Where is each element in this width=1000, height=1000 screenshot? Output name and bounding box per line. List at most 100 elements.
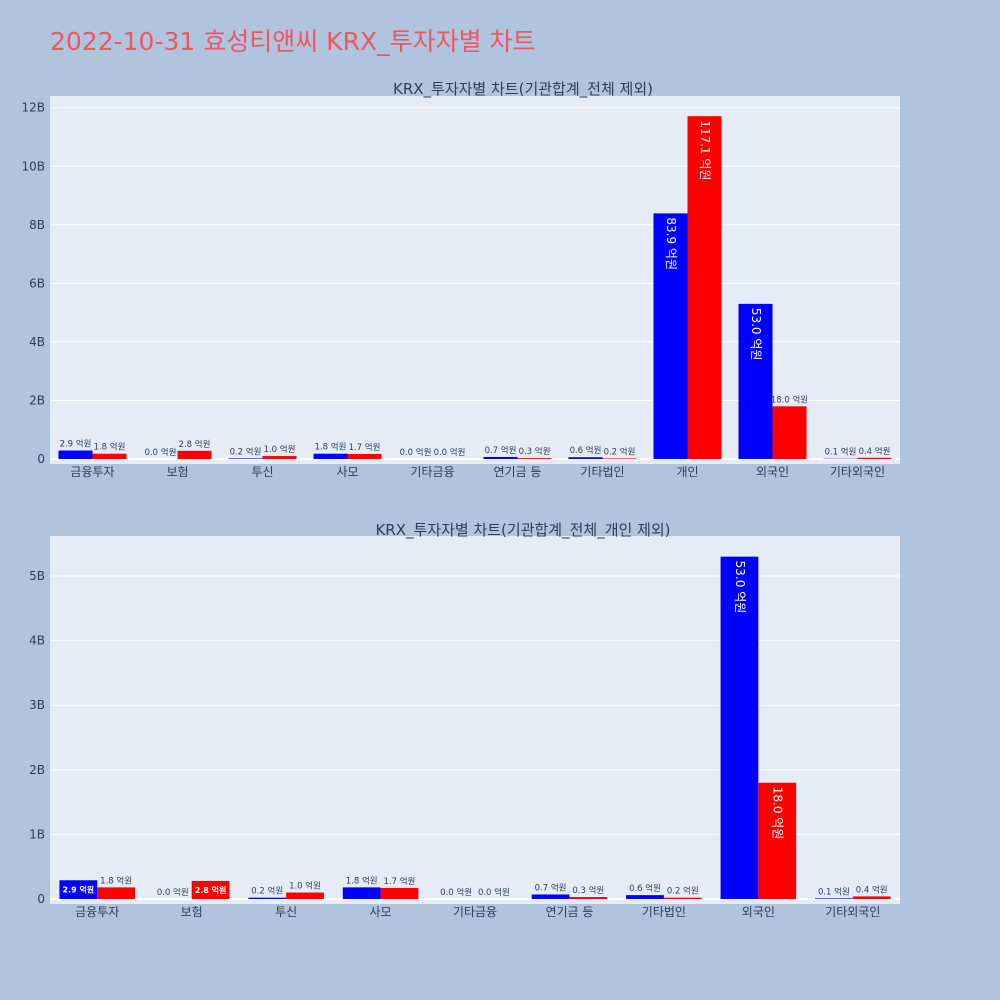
data-label: 53.0 억원: [749, 308, 763, 361]
chart-title: KRX_투자자별 차트(기관합계_전체 제외): [393, 80, 653, 99]
bar: [58, 450, 93, 459]
x-tick-label: 기타금융: [410, 465, 454, 479]
x-tick-label: 개인: [676, 465, 698, 479]
bar: [569, 897, 608, 899]
x-tick-label: 보험: [181, 905, 203, 919]
bar: [653, 213, 688, 459]
y-tick-label: 4B: [29, 634, 45, 648]
bar: [687, 116, 722, 460]
y-tick-label: 2B: [29, 763, 45, 777]
bar: [531, 894, 570, 899]
data-label: 0.6 억원: [570, 445, 602, 456]
x-tick-label: 기타법인: [580, 465, 624, 479]
x-tick-label: 금융투자: [75, 905, 119, 919]
data-label: 18.0 억원: [771, 394, 808, 405]
data-label: 2.8 억원: [179, 439, 211, 450]
x-tick-label: 기타외국인: [825, 905, 880, 919]
x-tick-label: 연기금 등: [494, 465, 542, 479]
data-label: 0.7 억원: [535, 882, 567, 893]
x-tick-label: 사모: [336, 465, 358, 479]
bar: [626, 895, 664, 899]
data-label: 0.6 억원: [629, 883, 661, 894]
bar: [380, 888, 419, 899]
y-tick-label: 6B: [29, 276, 45, 290]
data-label: 0.4 억원: [859, 446, 891, 457]
bar: [758, 782, 797, 899]
y-tick-label: 0: [37, 452, 45, 466]
data-label: 53.0 억원: [733, 561, 747, 614]
data-label: 1.7 억원: [384, 876, 416, 887]
data-label: 0.3 억원: [572, 885, 604, 896]
bar: [177, 450, 212, 459]
bar: [663, 897, 702, 899]
bar: [568, 457, 603, 459]
data-label: 2.8 억원: [195, 885, 227, 895]
y-tick-label: 12B: [21, 101, 45, 115]
data-label: 1.8 억원: [94, 442, 126, 453]
y-tick-label: 2B: [29, 393, 45, 407]
data-label: 0.2 억원: [604, 446, 636, 457]
x-tick-label: 사모: [370, 905, 392, 919]
data-label: 0.2 억원: [251, 886, 283, 897]
data-label: 0.0 억원: [400, 447, 432, 458]
data-label: 1.8 억원: [315, 442, 347, 453]
x-tick-label: 기타법인: [642, 905, 686, 919]
data-label: 0.0 억원: [145, 447, 177, 458]
data-label: 0.2 억원: [667, 886, 699, 897]
data-label: 18.0 억원: [771, 787, 785, 840]
data-label: 0.7 억원: [485, 445, 517, 456]
x-tick-label: 연기금 등: [545, 905, 593, 919]
chart-2: 0 1B 2B 3B 4B 5B KRX_투자자별 차트(기관합계_전체_개인 제외) 금융투…: [29, 521, 900, 919]
bar: [517, 458, 552, 459]
x-tick-label: 투신: [275, 905, 297, 919]
chart-1: 0 2B 4B 6B 8B 10B 12B KRX_투자자별 차트(기관합계_전체 제외) 금융…: [21, 80, 900, 479]
data-label: 117.1 억원: [698, 120, 712, 180]
bar: [286, 892, 324, 899]
data-label: 2.9 억원: [60, 439, 92, 450]
x-tick-label: 금융투자: [70, 465, 114, 479]
x-tick-label: 외국인: [742, 905, 775, 919]
data-label: 0.3 억원: [519, 446, 551, 457]
bar: [852, 896, 891, 899]
bar: [347, 454, 382, 459]
x-tick-label: 기타금융: [453, 905, 497, 919]
bar: [97, 887, 135, 899]
bar: [857, 457, 892, 459]
bar: [92, 453, 127, 459]
data-label: 83.9 억원: [664, 217, 678, 270]
y-tick-label: 1B: [29, 827, 45, 841]
data-label: 1.8 억원: [100, 875, 132, 886]
bar: [262, 456, 297, 459]
x-tick-label: 기타외국인: [830, 465, 885, 479]
data-label: 0.0 억원: [434, 447, 466, 458]
data-label: 0.1 억원: [818, 886, 850, 897]
y-tick-label: 0: [37, 892, 45, 906]
x-tick-label: 보험: [166, 465, 188, 479]
chart-title: KRX_투자자별 차트(기관합계_전체_개인 제외): [375, 521, 670, 540]
data-label: 0.0 억원: [157, 887, 189, 898]
y-tick-label: 8B: [29, 218, 45, 232]
bar: [59, 880, 98, 899]
data-label: 1.7 억원: [349, 442, 381, 453]
data-label: 1.8 억원: [346, 875, 378, 886]
data-label: 0.1 억원: [825, 447, 857, 458]
bar: [815, 898, 853, 899]
data-label: 2.9 억원: [62, 885, 94, 895]
y-tick-label: 3B: [29, 698, 45, 712]
data-label: 0.0 억원: [478, 887, 510, 898]
bar: [248, 897, 287, 899]
bar: [738, 303, 773, 459]
x-tick-label: 투신: [251, 465, 273, 479]
data-label: 0.2 억원: [230, 446, 262, 457]
data-label: 0.0 억원: [440, 887, 472, 898]
x-tick-label: 외국인: [756, 465, 789, 479]
data-label: 1.0 억원: [264, 444, 296, 455]
bar: [191, 880, 230, 899]
bar: [602, 458, 637, 459]
bar: [483, 456, 518, 459]
data-label: 0.4 억원: [856, 884, 888, 895]
bar: [342, 887, 381, 899]
y-tick-label: 10B: [21, 159, 45, 173]
